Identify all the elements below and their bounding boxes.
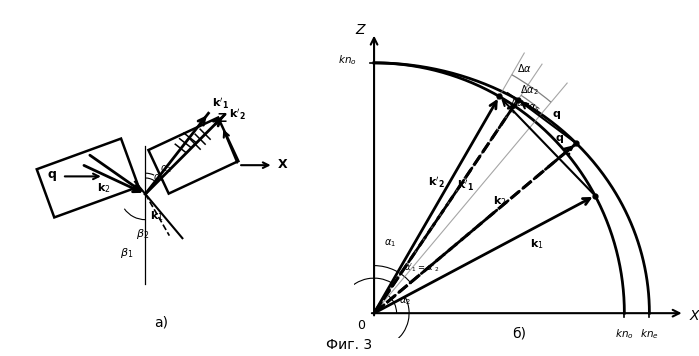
- Text: $\mathbf{k}_2$: $\mathbf{k}_2$: [493, 194, 507, 208]
- Text: $\alpha_1$: $\alpha_1$: [384, 237, 396, 250]
- Text: $\Delta\alpha$: $\Delta\alpha$: [517, 62, 532, 74]
- Text: $kn_e$: $kn_e$: [640, 327, 658, 341]
- Polygon shape: [37, 138, 138, 218]
- Text: $\beta_2$: $\beta_2$: [136, 227, 149, 241]
- Text: $\mathbf{Z}$: $\mathbf{Z}$: [217, 112, 228, 125]
- Text: а): а): [154, 315, 168, 329]
- Text: $\alpha_s$: $\alpha_s$: [528, 102, 540, 114]
- Text: б): б): [512, 326, 526, 340]
- Text: $\mathbf{k'_2}$: $\mathbf{k'_2}$: [428, 175, 445, 190]
- Text: $\alpha_2$: $\alpha_2$: [399, 295, 411, 307]
- Text: X: X: [689, 309, 699, 323]
- Text: Фиг. 3: Фиг. 3: [326, 339, 373, 352]
- Text: $kn_o$: $kn_o$: [338, 53, 356, 67]
- Text: $\mathbf{k'_1}$: $\mathbf{k'_1}$: [212, 96, 229, 111]
- Text: $\mathbf{X}$: $\mathbf{X}$: [277, 158, 288, 171]
- Text: 0: 0: [358, 319, 366, 332]
- Text: $\alpha_1$: $\alpha_1$: [153, 173, 166, 184]
- Text: $\Delta\alpha_2$: $\Delta\alpha_2$: [520, 83, 538, 96]
- Text: $\mathbf{q}$: $\mathbf{q}$: [48, 169, 57, 183]
- Polygon shape: [148, 117, 238, 194]
- Text: Z: Z: [356, 23, 365, 37]
- Text: $\beta_1$: $\beta_1$: [120, 246, 133, 261]
- Text: $\mathbf{k'_1}$: $\mathbf{k'_1}$: [456, 178, 474, 193]
- Text: $\mathbf{k}_2$: $\mathbf{k}_2$: [97, 181, 111, 195]
- Text: $kn_o$: $kn_o$: [615, 327, 634, 341]
- Text: $\Delta\alpha_1$: $\Delta\alpha_1$: [510, 96, 529, 110]
- Text: $\mathbf{k'_2}$: $\mathbf{k'_2}$: [229, 107, 246, 122]
- Text: $\mathbf{k}_1$: $\mathbf{k}_1$: [150, 210, 164, 224]
- Text: $\mathbf{q}$: $\mathbf{q}$: [554, 133, 563, 145]
- Text: $\mathbf{k}_1$: $\mathbf{k}_1$: [531, 237, 544, 251]
- Text: $\mathbf{q}$: $\mathbf{q}$: [552, 109, 561, 121]
- Text: $\alpha'_1=\alpha'_2$: $\alpha'_1=\alpha'_2$: [404, 262, 439, 274]
- Text: $\alpha_2$: $\alpha_2$: [160, 163, 172, 175]
